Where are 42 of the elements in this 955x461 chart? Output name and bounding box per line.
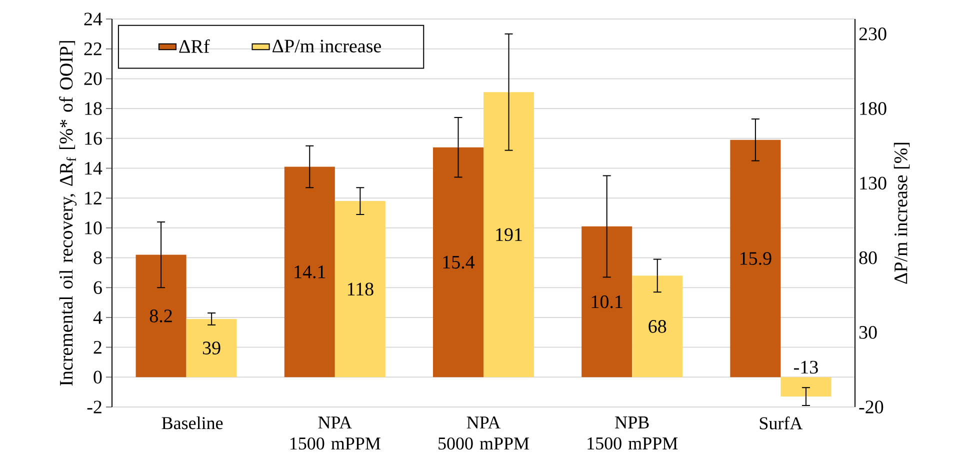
y-tick-label: 4 xyxy=(93,311,102,324)
y2-tick-label: 80 xyxy=(859,251,877,264)
y-tick-label: 8 xyxy=(94,251,102,264)
x-tick-label: NPA 1500 mPPM xyxy=(290,416,380,450)
data-label: 14.1 xyxy=(294,266,326,278)
y2-tick-label: 30 xyxy=(859,326,877,339)
y-tick-label: 14 xyxy=(85,162,102,174)
y-tick-label: 10 xyxy=(85,222,102,234)
data-label: 8.2 xyxy=(150,310,172,322)
legend-label: ΔP/m increase xyxy=(272,40,381,52)
x-tick-label: NPA 5000 mPPM xyxy=(438,416,529,450)
x-tick-label: SurfA xyxy=(760,416,803,430)
x-tick-label: Baseline xyxy=(162,416,223,430)
data-label: 118 xyxy=(348,282,374,296)
y-tick-label: 24 xyxy=(84,12,102,26)
y-tick-label: 16 xyxy=(85,132,102,145)
data-label: 15.9 xyxy=(740,252,772,265)
bar xyxy=(730,140,781,378)
data-label: 68 xyxy=(648,320,666,333)
data-label: 15.4 xyxy=(443,256,475,269)
bar xyxy=(780,377,832,397)
y2-tick-label: -20 xyxy=(859,400,884,414)
y2-tick-label: 130 xyxy=(860,176,886,190)
y2-tick-label: 180 xyxy=(860,102,886,115)
data-label: 39 xyxy=(202,342,220,354)
bar xyxy=(136,254,186,378)
y-tick-label: 0 xyxy=(94,370,102,384)
data-label: 191 xyxy=(496,228,522,242)
data-label: -13 xyxy=(794,360,818,374)
y-tick-label: 12 xyxy=(85,192,102,204)
y-tick-label: 18 xyxy=(85,102,102,115)
data-label: 10.1 xyxy=(592,295,622,308)
y2-axis-title: ΔP/m increase [%] xyxy=(894,142,910,284)
legend-label: ΔRf xyxy=(179,39,210,53)
y2-tick-label: 230 xyxy=(859,28,886,40)
y-tick-label: 6 xyxy=(94,281,102,294)
y-tick-label: 20 xyxy=(84,72,102,86)
y-axis-title: Incremental oil recovery, ΔR$_{f}$ [%* of OOIP] xyxy=(59,41,77,386)
y-tick-label: 22 xyxy=(84,42,102,56)
y-tick-label: 2 xyxy=(94,341,102,354)
x-tick-label: NPB 1500 mPPM xyxy=(588,416,678,450)
y-tick-label: -2 xyxy=(87,400,102,414)
